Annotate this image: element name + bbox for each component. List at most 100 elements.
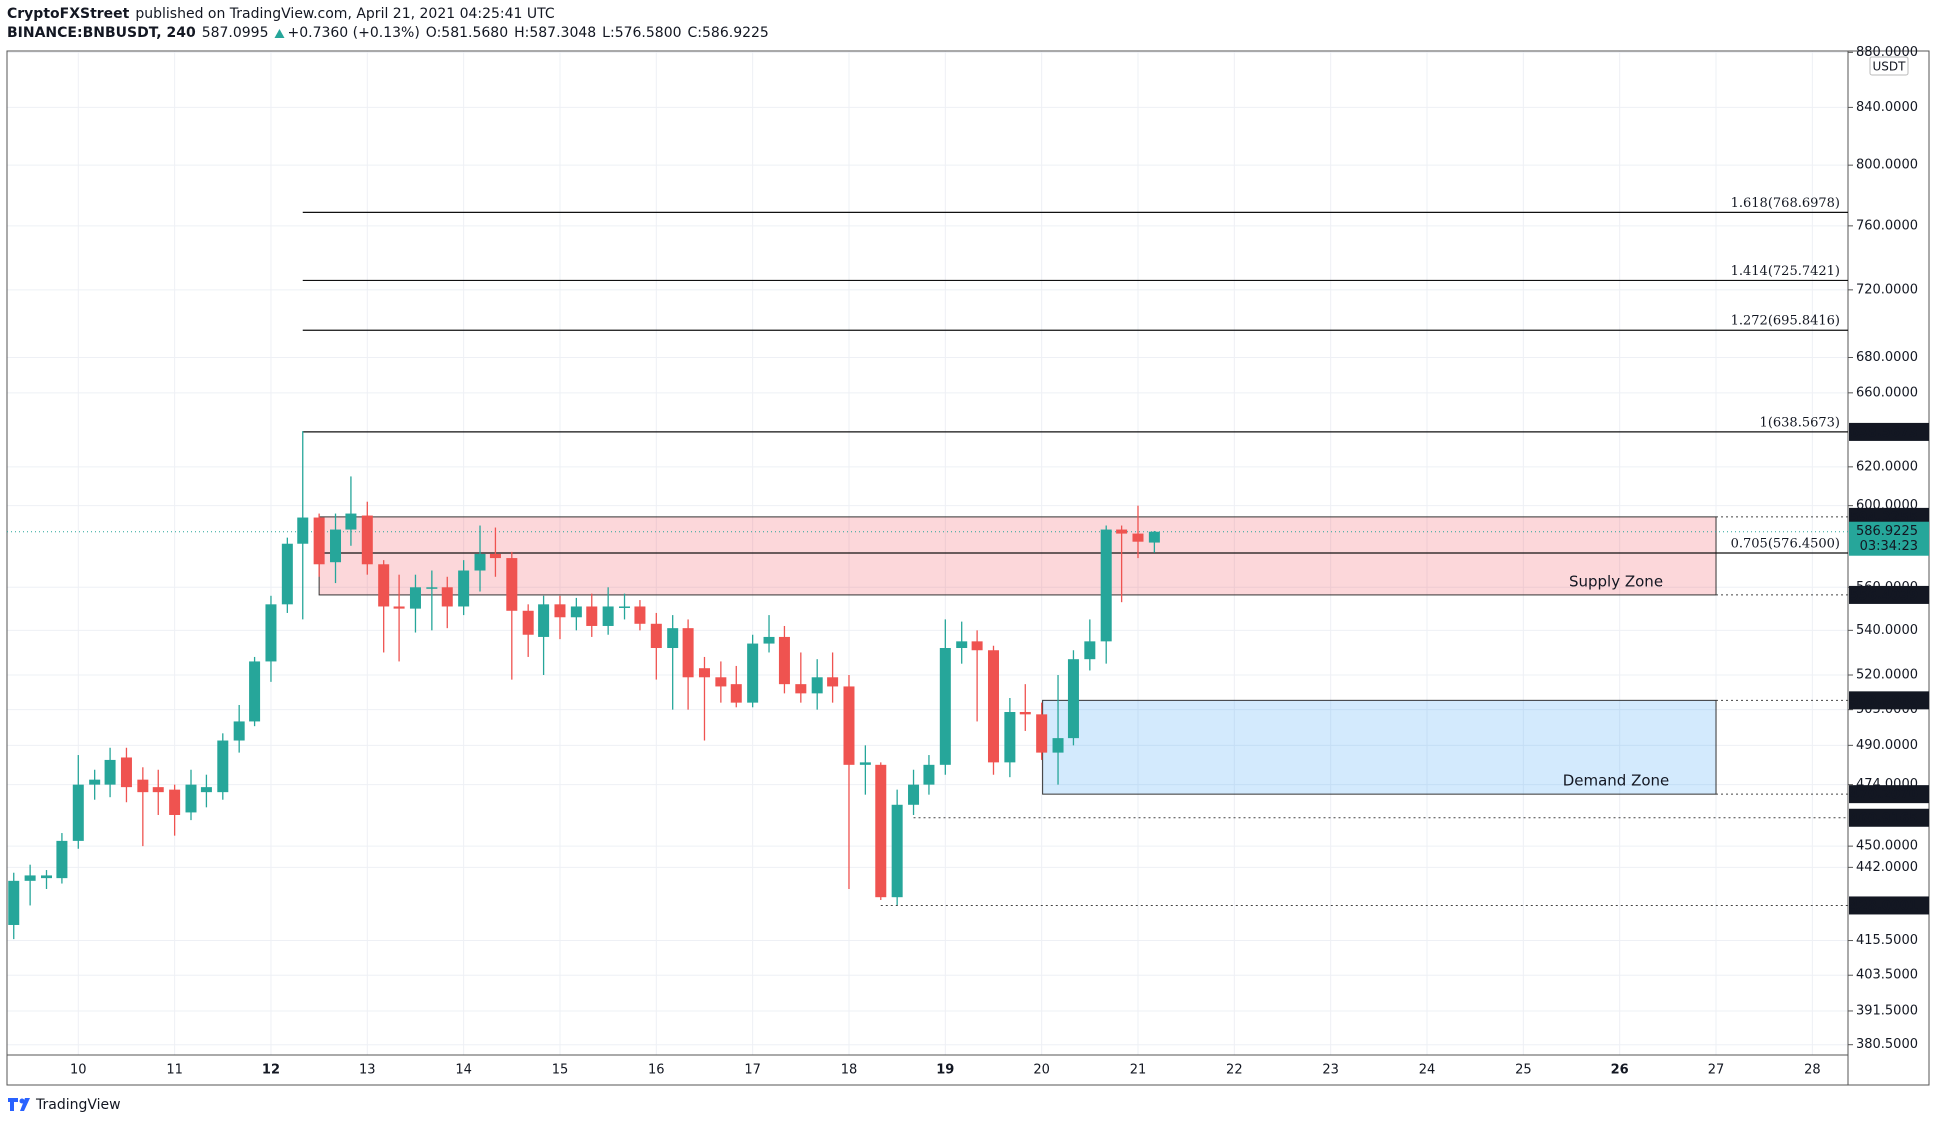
candle-body: [441, 587, 453, 607]
candle-body: [137, 779, 149, 793]
candle-body: [297, 517, 309, 544]
candle-body: [24, 875, 36, 881]
candle-body: [763, 636, 775, 644]
y-tick-label: 380.5000: [1856, 1037, 1918, 1052]
x-tick-label: 16: [648, 1063, 665, 1078]
header-text: L:: [602, 25, 615, 41]
candle-body: [698, 668, 710, 678]
y-tick-label: 880.0000: [1856, 45, 1918, 60]
y-tick-label: 403.5000: [1856, 968, 1918, 983]
candle-body: [634, 606, 646, 624]
candle-body: [8, 880, 20, 925]
header-text: CryptoFXStreet: [7, 6, 130, 22]
x-tick-label: 15: [552, 1063, 569, 1078]
candle-body: [89, 779, 101, 785]
fib-label: 1.414(725.7421): [1731, 264, 1840, 279]
candle-body: [265, 604, 277, 662]
header-text: C:: [688, 25, 703, 41]
candle-body: [859, 762, 871, 765]
y-tick-label: 620.0000: [1856, 459, 1918, 474]
candle-body: [185, 784, 197, 813]
price-badge: [1849, 808, 1929, 827]
candle-body: [330, 529, 342, 563]
y-tick-label: 442.0000: [1856, 860, 1918, 875]
x-tick-label: 27: [1708, 1063, 1725, 1078]
header-text: published on TradingView.com, April 21, …: [135, 6, 555, 22]
candle-body: [1052, 738, 1064, 753]
candle-body: [778, 636, 790, 685]
candle-body: [1004, 712, 1016, 763]
y-tick-label: 450.0000: [1856, 839, 1918, 854]
currency-box: [1869, 56, 1909, 76]
candle-body: [795, 684, 807, 694]
header-text: 576.5800: [615, 25, 682, 41]
candle-body: [474, 553, 486, 571]
candle-body: [1036, 714, 1048, 753]
candle-body: [1019, 712, 1031, 715]
candle-body: [249, 661, 261, 722]
x-tick-label: 20: [1033, 1063, 1050, 1078]
x-tick-label: 24: [1419, 1063, 1436, 1078]
candle-body: [650, 623, 662, 649]
header-text: 587.3048: [529, 25, 596, 41]
x-tick-label: 17: [744, 1063, 761, 1078]
candle-body: [586, 606, 598, 626]
candle-body: [489, 553, 501, 559]
candle-body: [730, 684, 742, 703]
y-tick-label: 391.5000: [1856, 1003, 1918, 1018]
candle-body: [120, 757, 132, 788]
price-badge: [1849, 785, 1929, 804]
y-tick-label: 415.5000: [1856, 933, 1918, 948]
fib-label: 0.705(576.4500): [1731, 537, 1840, 552]
candle-body: [602, 606, 614, 626]
candle-body: [361, 515, 373, 565]
candle-body: [378, 564, 390, 607]
price-badge-label: 470.2070: [1850, 788, 1918, 803]
candle-body: [554, 604, 566, 618]
candle-body: [843, 686, 855, 765]
header-text: BINANCE:BNBUSDT, 240: [7, 25, 196, 41]
candle-body: [1084, 641, 1096, 660]
chart-frame: [6, 50, 1930, 1086]
x-tick-label: 18: [841, 1063, 858, 1078]
y-tick-label: 720.0000: [1856, 282, 1918, 297]
change-arrow: [274, 29, 285, 38]
x-tick-label: 13: [359, 1063, 376, 1078]
candle-body: [522, 610, 534, 635]
zone-label: Demand Zone: [1563, 772, 1670, 790]
price-badge-label: 428.0001: [1850, 899, 1918, 914]
header-text: 581.5680: [441, 25, 508, 41]
header-text: 587.0995: [202, 25, 269, 41]
candle-body: [682, 628, 694, 678]
candle-body: [1148, 531, 1160, 543]
y-tick-label: 490.0000: [1856, 738, 1918, 753]
fib-label: 1.618(768.6978): [1731, 196, 1840, 211]
candle-body: [987, 650, 999, 763]
candle-body: [971, 641, 983, 651]
candle-body: [72, 784, 84, 841]
zone: [1042, 699, 1717, 795]
tradingview-logo: [8, 1098, 30, 1111]
price-badge: [1849, 507, 1929, 526]
x-tick-label: 26: [1611, 1063, 1629, 1078]
price-badge-label: 508.9868: [1850, 694, 1918, 709]
countdown-label: 03:34:23: [1860, 539, 1918, 554]
price-badge-label: 556.4039: [1850, 588, 1918, 603]
candle-body: [570, 606, 582, 618]
candle-body: [233, 721, 245, 741]
header-text: 586.9225: [702, 25, 769, 41]
candle-body: [715, 677, 727, 687]
currency-label: USDT: [1873, 60, 1907, 74]
candle-body: [939, 648, 951, 765]
x-tick-label: 10: [70, 1063, 87, 1078]
y-tick-label: 800.0000: [1856, 158, 1918, 173]
y-tick-label: 520.0000: [1856, 668, 1918, 683]
x-tick-label: 25: [1515, 1063, 1532, 1078]
candle-body: [1116, 529, 1128, 534]
candle-body: [40, 875, 52, 879]
x-tick-label: 21: [1130, 1063, 1147, 1078]
candle-body: [908, 784, 920, 805]
candle-body: [281, 543, 293, 605]
